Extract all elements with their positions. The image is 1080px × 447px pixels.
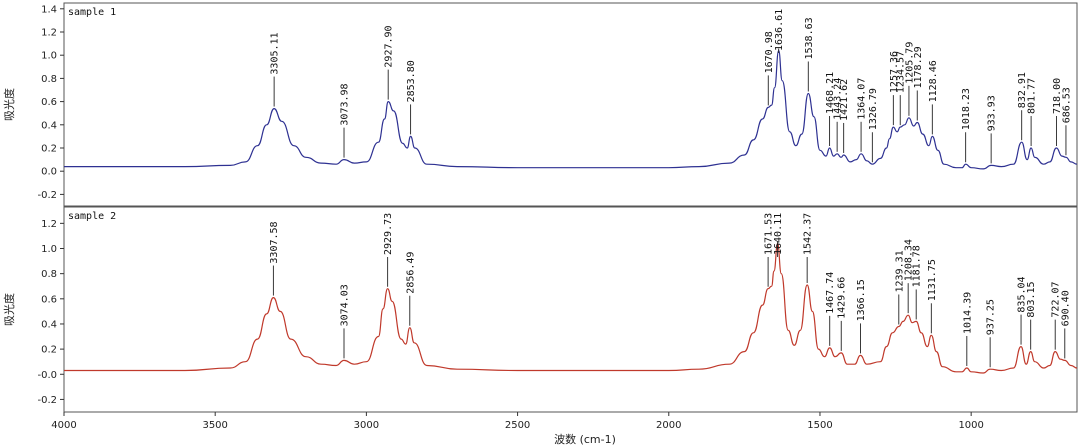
- y-tick-label: -0.2: [37, 190, 57, 201]
- peak-label: 1636.61: [774, 9, 785, 51]
- peak-label: 3305.11: [270, 32, 281, 74]
- y-tick-label: 0.2: [41, 144, 57, 155]
- spectrum-line: [64, 242, 1078, 374]
- x-axis: 4000 3500 3000 2500 2000 1500 1000: [51, 412, 984, 431]
- peak-label: 835.04: [1017, 276, 1028, 312]
- y-tick-label: 1.2: [41, 219, 57, 230]
- peak-label: 1640.11: [773, 213, 784, 255]
- spectrum-panel-2: -0.2 -0.0 0.2 0.4 0.6 0.8 1.0 1.2 吸光度 sample 2 330…: [2, 206, 1078, 413]
- peak-label: 722.07: [1051, 281, 1062, 317]
- spectrum-line: [63, 49, 1078, 170]
- peak-label: 690.40: [1060, 290, 1071, 326]
- peak-label: 1443.24: [833, 78, 844, 120]
- peak-label: 2856.49: [405, 252, 416, 294]
- peak-label: 803.15: [1026, 281, 1037, 317]
- panel-frame: [63, 206, 1078, 413]
- peak-label: 2929.73: [383, 213, 394, 255]
- peak-label: 1178.29: [913, 46, 924, 88]
- y-tick-label: 1.2: [41, 28, 57, 39]
- panels-layer: -0.2 0.0 0.2 0.4 0.6 0.8 1.0 1.2 1.4 吸光度 sample 1 3…: [2, 2, 1078, 413]
- y-tick-label: -0.0: [37, 370, 57, 381]
- y-tick-label: 0.6: [41, 294, 57, 305]
- peak-label: 1128.46: [928, 60, 939, 102]
- peak-label: 2853.80: [406, 60, 417, 102]
- peak-label: 1538.63: [804, 17, 815, 59]
- peak-label: 832.91: [1017, 72, 1028, 108]
- y-tick-label: 0.4: [41, 120, 57, 131]
- peak-label: 3074.03: [340, 284, 351, 326]
- x-tick-label: 2500: [505, 420, 530, 431]
- peak-label: 933.93: [987, 95, 998, 131]
- y-axis-title: 吸光度: [2, 88, 16, 121]
- peak-label: 1671.53: [764, 213, 775, 255]
- peak-label: 1257.36: [889, 51, 900, 93]
- peak-label: 1468.21: [825, 72, 836, 114]
- x-axis-title: 波数 (cm-1): [554, 433, 616, 446]
- peak-label: 718.00: [1052, 78, 1063, 114]
- peak-label: 1234.57: [896, 51, 907, 93]
- x-tick-label: 4000: [51, 420, 76, 431]
- peak-label: 1364.07: [857, 78, 868, 120]
- peak-label: 1131.75: [927, 259, 938, 301]
- peak-label: 3073.98: [340, 83, 351, 125]
- peak-label: 1429.66: [837, 277, 848, 319]
- spectrum-panel-1: -0.2 0.0 0.2 0.4 0.6 0.8 1.0 1.2 1.4 吸光度 sample 1 3…: [2, 2, 1078, 207]
- x-tick-label: 3500: [202, 420, 227, 431]
- peak-label: 1670.98: [764, 31, 775, 73]
- peak-label: 1239.31: [894, 250, 905, 292]
- x-tick-label: 2000: [656, 420, 681, 431]
- x-tick-label: 1500: [807, 420, 832, 431]
- peak-label: 1542.37: [803, 213, 814, 255]
- peak-label: 1205.79: [904, 42, 915, 84]
- y-tick-label: 0.4: [41, 319, 57, 330]
- y-tick-label: 0.8: [41, 74, 57, 85]
- y-tick-label: 1.4: [41, 4, 57, 15]
- peak-label: 1326.79: [868, 88, 879, 130]
- peak-label: 1208.34: [904, 239, 915, 281]
- peak-label: 1181.78: [912, 245, 923, 287]
- peak-label: 1366.15: [856, 279, 867, 321]
- y-tick-label: 0.6: [41, 97, 57, 108]
- y-tick-label: 1.0: [41, 244, 57, 255]
- peak-label: 1467.74: [825, 272, 836, 314]
- y-tick-label: -0.2: [37, 395, 57, 406]
- peak-label: 801.77: [1027, 78, 1038, 114]
- peak-label: 3307.58: [269, 221, 280, 263]
- y-tick-label: 1.0: [41, 51, 57, 62]
- peak-label: 2927.90: [384, 25, 395, 67]
- y-axis-title: 吸光度: [2, 293, 16, 326]
- y-tick-label: 0.8: [41, 269, 57, 280]
- peak-label: 1421.62: [839, 79, 850, 121]
- panel-title: sample 2: [68, 211, 116, 222]
- y-tick-label: 0.2: [41, 345, 57, 356]
- y-tick-label: 0.0: [41, 167, 57, 178]
- panel-title: sample 1: [68, 7, 116, 18]
- panel-frame: [63, 2, 1078, 207]
- peak-label: 1014.39: [962, 292, 973, 334]
- x-tick-label: 1000: [958, 420, 983, 431]
- peak-label: 686.53: [1062, 87, 1073, 123]
- x-tick-label: 3000: [354, 420, 379, 431]
- peak-label: 1018.23: [961, 88, 972, 130]
- peak-label: 937.25: [986, 299, 997, 335]
